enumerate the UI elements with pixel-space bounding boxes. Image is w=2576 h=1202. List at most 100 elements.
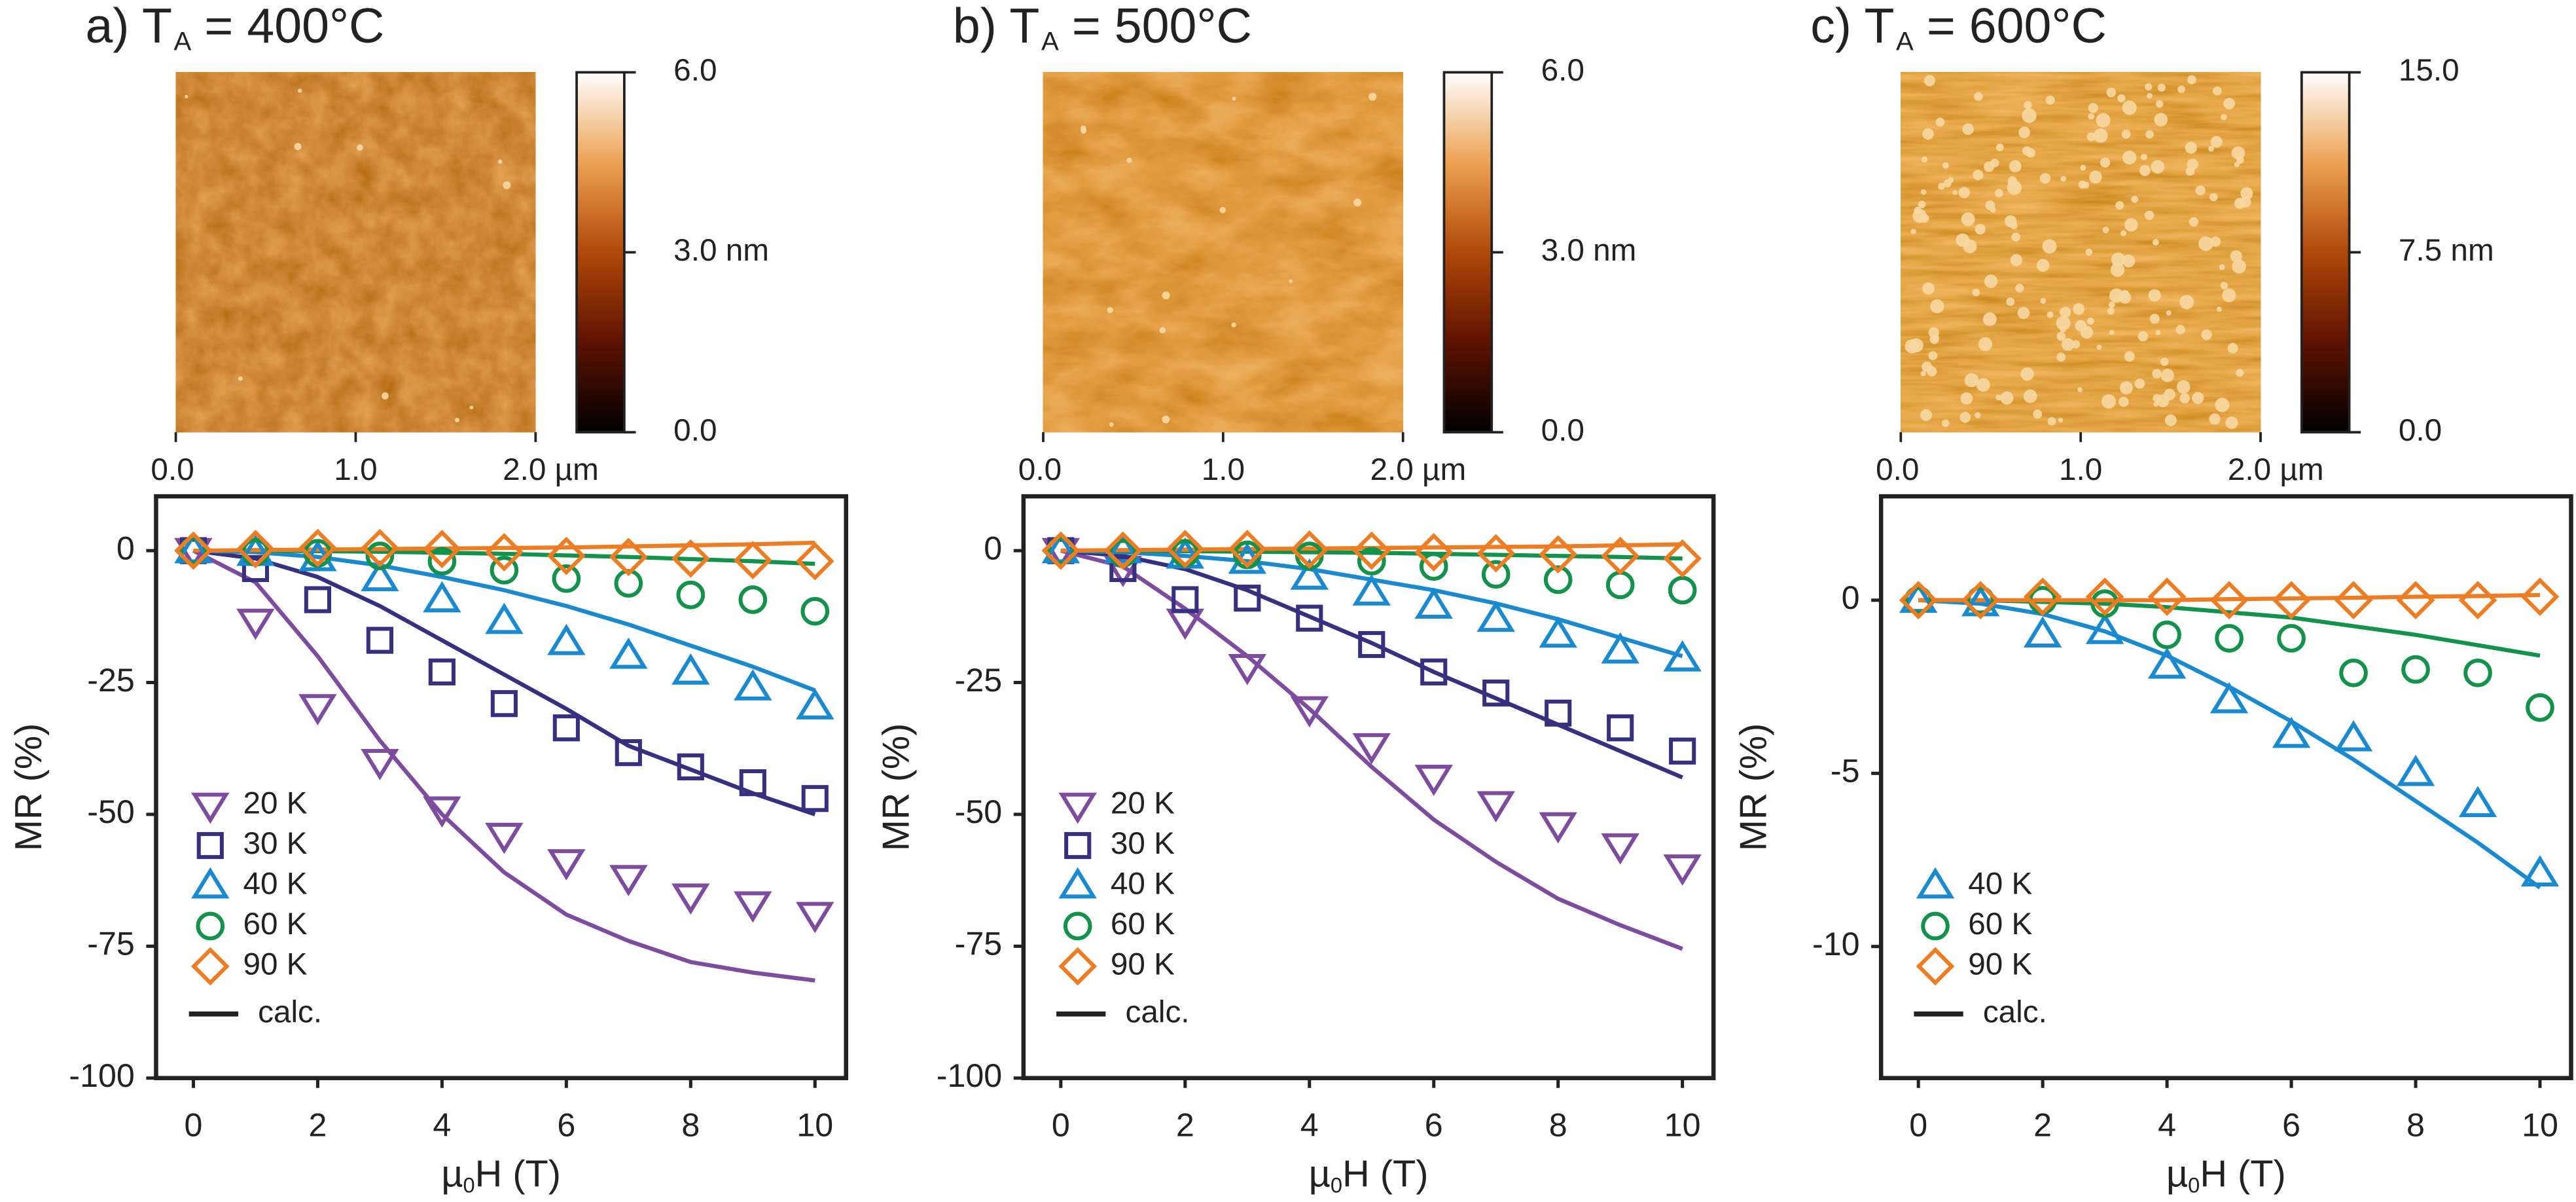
x-tick-label: 2 <box>2033 1106 2052 1143</box>
afm-grain <box>1974 92 1983 101</box>
title-text: = 500°C <box>1072 0 1252 53</box>
legend-marker <box>1058 947 1098 986</box>
afm-grain <box>2212 86 2222 96</box>
panel-title: c) T A = 600°C <box>1810 0 2107 56</box>
marker <box>1041 531 1081 570</box>
afm-grain <box>1995 394 2002 401</box>
afm-grain <box>2015 283 2024 293</box>
afm-grain <box>2209 192 2218 202</box>
afm-grain <box>1162 415 1170 424</box>
afm-grain <box>2164 414 2177 426</box>
marker <box>2272 716 2311 748</box>
marker <box>1539 535 1578 574</box>
y-tick-label: -100 <box>69 1057 134 1094</box>
afm-grain <box>2115 201 2124 210</box>
legend-marker <box>1064 831 1092 860</box>
image-tick-label: 1.0 <box>1202 452 1245 487</box>
afm-grain <box>1972 288 1980 297</box>
afm-grain <box>1923 75 1935 86</box>
marker <box>1476 534 1516 573</box>
marker <box>609 865 648 896</box>
marker <box>298 694 337 725</box>
legend-label: 60 K <box>243 907 308 941</box>
afm-grain <box>1928 351 1938 361</box>
marker <box>2396 581 2435 620</box>
afm-grain <box>2134 378 2145 389</box>
image-tick-label: 0.0 <box>1018 452 1062 487</box>
marker <box>423 796 461 828</box>
marker <box>734 669 772 701</box>
x-label-text: µ <box>441 1154 463 1195</box>
afm-grain <box>2073 303 2085 315</box>
afm-grain <box>2045 95 2055 105</box>
afm-grain <box>2151 160 2165 174</box>
afm-grain <box>2117 94 2126 103</box>
legend-marker <box>1063 911 1092 941</box>
afm-grain <box>2140 153 2147 160</box>
afm-grain <box>2189 217 2199 227</box>
marker <box>1601 833 1639 865</box>
marker <box>423 581 461 613</box>
afm-grain <box>2219 264 2225 270</box>
afm-grain <box>1921 156 1928 163</box>
afm-grain <box>2020 367 2034 381</box>
x-axis-label: µ0H (T) <box>441 1154 561 1197</box>
afm-grain <box>2080 164 2086 171</box>
marker <box>2458 581 2497 620</box>
calc-line <box>1060 549 1683 951</box>
y-tick-label: 0 <box>1842 579 1860 616</box>
y-tick-label: -5 <box>1831 753 1860 790</box>
y-tick-label: -100 <box>937 1057 1002 1094</box>
x-tick-label: 10 <box>2522 1106 2558 1143</box>
x-label-subscript: 0 <box>2188 1173 2200 1197</box>
afm-grain <box>2023 389 2037 403</box>
marker <box>2334 719 2373 752</box>
colorbar-tick-label: 7.5 nm <box>2399 233 2494 268</box>
afm-grain <box>1943 179 1952 188</box>
marker <box>1961 581 2000 620</box>
marker <box>1103 532 1143 564</box>
marker <box>1481 560 1511 589</box>
marker <box>1539 812 1577 844</box>
afm-image <box>1042 71 1404 433</box>
image-tick-label: 2.0 µm <box>1370 452 1467 487</box>
afm-grain <box>2080 325 2094 339</box>
afm-grain <box>2120 230 2127 237</box>
legend-label: 90 K <box>243 947 308 982</box>
y-axis-label: MR (%) <box>1733 723 1775 852</box>
afm-grain <box>1930 299 1944 314</box>
x-tick-label: 0 <box>1052 1106 1070 1143</box>
afm-grain <box>2234 198 2245 209</box>
x-label-text: µ <box>2166 1154 2188 1195</box>
afm-grain <box>1962 123 1975 136</box>
afm-grain <box>1920 371 1926 376</box>
legend-marker <box>1058 867 1097 899</box>
title-subscript: A <box>1896 26 1914 56</box>
marker <box>2339 659 2368 687</box>
afm-grain <box>2179 393 2191 404</box>
x-axis-label: µ0H (T) <box>1309 1154 1429 1197</box>
marker <box>423 530 461 569</box>
afm-grain <box>1958 187 1970 198</box>
marker <box>739 769 766 797</box>
marker <box>1482 680 1510 707</box>
afm-grain <box>1973 170 1984 181</box>
afm-grain <box>2024 101 2032 109</box>
legend-label: 30 K <box>1111 826 1175 861</box>
y-tick-label: -25 <box>955 662 1003 699</box>
legend-label: 60 K <box>1111 907 1175 941</box>
x-tick-label: 6 <box>1425 1106 1443 1143</box>
marker <box>1545 699 1572 727</box>
afm-grain <box>2088 103 2099 113</box>
afm-grain <box>2164 388 2175 401</box>
afm-grain <box>2155 100 2164 108</box>
legend-marker <box>1916 947 1955 986</box>
colorbar-tick-label: 3.0 nm <box>1541 233 1637 268</box>
marker <box>2334 581 2373 620</box>
afm-grain <box>454 418 460 423</box>
afm-grain <box>2149 314 2160 324</box>
afm-grain <box>2138 331 2149 342</box>
legend-marker <box>1058 792 1097 824</box>
x-label-text: H (T) <box>1342 1154 1428 1195</box>
afm-grain <box>1289 279 1293 283</box>
